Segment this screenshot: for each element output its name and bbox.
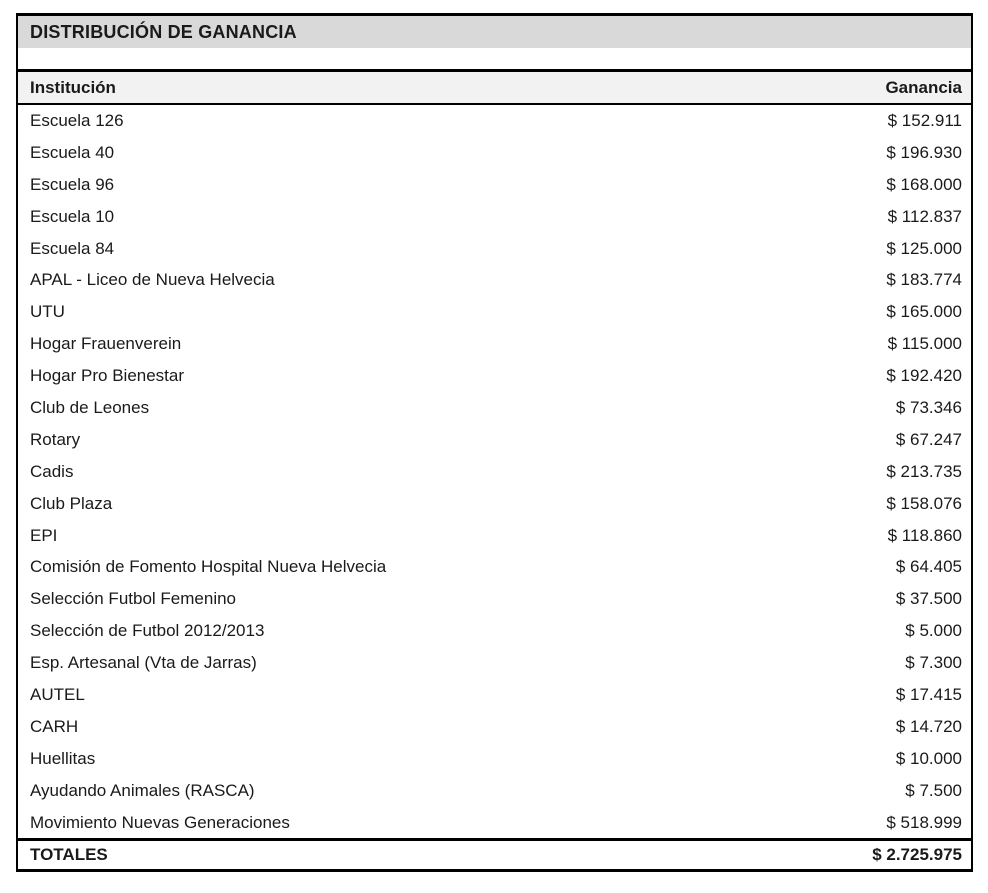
spacer-row bbox=[18, 48, 971, 72]
institution-cell: Rotary bbox=[30, 429, 81, 449]
table-row: APAL - Liceo de Nueva Helvecia $ 183.774 bbox=[18, 264, 971, 297]
table-row: Cadis $ 213.735 bbox=[18, 455, 971, 488]
table-row: Club Plaza $ 158.076 bbox=[18, 487, 971, 520]
ganancia-cell: $ 192.420 bbox=[886, 366, 962, 386]
table-row: Escuela 96 $ 168.000 bbox=[18, 168, 971, 201]
institution-cell: Club Plaza bbox=[30, 493, 113, 513]
column-header-ganancia: Ganancia bbox=[885, 77, 962, 97]
table-row: CARH $ 14.720 bbox=[18, 710, 971, 743]
institution-cell: Club de Leones bbox=[30, 397, 150, 417]
ganancia-cell: $ 125.000 bbox=[886, 238, 962, 258]
institution-cell: Hogar Pro Bienestar bbox=[30, 366, 185, 386]
table-row: Hogar Frauenverein $ 115.000 bbox=[18, 328, 971, 361]
institution-cell: Escuela 10 bbox=[30, 206, 115, 226]
table-row: Escuela 10 $ 112.837 bbox=[18, 200, 971, 233]
ganancia-cell: $ 17.415 bbox=[895, 684, 962, 704]
institution-cell: Escuela 96 bbox=[30, 174, 115, 194]
table-row: Club de Leones $ 73.346 bbox=[18, 392, 971, 424]
table-row: Comisión de Fomento Hospital Nueva Helve… bbox=[18, 551, 971, 584]
ganancia-cell: $ 168.000 bbox=[886, 174, 962, 194]
ganancia-cell: $ 7.300 bbox=[905, 653, 962, 673]
ganancia-cell: $ 165.000 bbox=[886, 302, 962, 322]
ganancia-cell: $ 196.930 bbox=[886, 142, 962, 162]
ganancia-cell: $ 64.405 bbox=[895, 557, 962, 577]
ganancia-cell: $ 115.000 bbox=[887, 334, 962, 354]
table-row: Selección de Futbol 2012/2013 $ 5.000 bbox=[18, 615, 971, 648]
ganancia-cell: $ 67.247 bbox=[895, 429, 962, 449]
institution-cell: Comisión de Fomento Hospital Nueva Helve… bbox=[30, 557, 387, 577]
column-header-row: Institución Ganancia bbox=[18, 72, 971, 105]
institution-cell: Huellitas bbox=[30, 748, 96, 768]
ganancia-cell: $ 518.999 bbox=[886, 812, 962, 832]
ganancia-cell: $ 7.500 bbox=[905, 780, 962, 800]
table-row: Escuela 40 $ 196.930 bbox=[18, 136, 971, 169]
totals-value: $ 2.725.975 bbox=[872, 845, 962, 865]
institution-cell: Cadis bbox=[30, 461, 74, 481]
table-row: Selección Futbol Femenino $ 37.500 bbox=[18, 583, 971, 616]
table-row: Esp. Artesanal (Vta de Jarras) $ 7.300 bbox=[18, 647, 971, 680]
ganancia-table: DISTRIBUCIÓN DE GANANCIA Institución Gan… bbox=[16, 13, 973, 873]
institution-cell: CARH bbox=[30, 716, 79, 736]
table-row: Huellitas $ 10.000 bbox=[18, 742, 971, 775]
column-header-institucion: Institución bbox=[30, 77, 116, 97]
ganancia-cell: $ 158.076 bbox=[886, 493, 962, 513]
ganancia-cell: $ 183.774 bbox=[886, 270, 962, 290]
ganancia-cell: $ 14.720 bbox=[895, 716, 962, 736]
ganancia-cell: $ 37.500 bbox=[895, 589, 962, 609]
table-row: Movimiento Nuevas Generaciones $ 518.999 bbox=[18, 806, 971, 839]
table-row: Hogar Pro Bienestar $ 192.420 bbox=[18, 360, 971, 393]
totals-label: TOTALES bbox=[30, 845, 108, 865]
table-row: AUTEL $ 17.415 bbox=[18, 679, 971, 711]
ganancia-cell: $ 10.000 bbox=[895, 748, 962, 768]
totals-row: TOTALES $ 2.725.975 bbox=[18, 838, 971, 870]
institution-cell: EPI bbox=[30, 525, 58, 545]
ganancia-cell: $ 213.735 bbox=[886, 461, 962, 481]
institution-cell: Hogar Frauenverein bbox=[30, 334, 182, 354]
ganancia-cell: $ 112.837 bbox=[887, 206, 962, 226]
table-title: DISTRIBUCIÓN DE GANANCIA bbox=[30, 21, 297, 42]
institution-cell: UTU bbox=[30, 302, 65, 322]
institution-cell: APAL - Liceo de Nueva Helvecia bbox=[30, 270, 275, 290]
table-body: Escuela 126 $ 152.911 Escuela 40 $ 196.9… bbox=[18, 105, 971, 839]
ganancia-cell: $ 5.000 bbox=[905, 621, 962, 641]
institution-cell: Selección de Futbol 2012/2013 bbox=[30, 621, 265, 641]
table-title-bar: DISTRIBUCIÓN DE GANANCIA bbox=[18, 16, 971, 48]
institution-cell: Escuela 126 bbox=[30, 110, 124, 130]
table-row: Rotary $ 67.247 bbox=[18, 423, 971, 456]
institution-cell: Esp. Artesanal (Vta de Jarras) bbox=[30, 653, 257, 673]
ganancia-cell: $ 118.860 bbox=[887, 525, 962, 545]
table-row: Escuela 84 $ 125.000 bbox=[18, 232, 971, 265]
institution-cell: Selección Futbol Femenino bbox=[30, 589, 237, 609]
institution-cell: AUTEL bbox=[30, 684, 85, 704]
table-row: EPI $ 118.860 bbox=[18, 519, 971, 552]
institution-cell: Escuela 40 bbox=[30, 142, 115, 162]
institution-cell: Movimiento Nuevas Generaciones bbox=[30, 812, 290, 832]
institution-cell: Escuela 84 bbox=[30, 238, 115, 258]
table-row: Ayudando Animales (RASCA) $ 7.500 bbox=[18, 774, 971, 807]
institution-cell: Ayudando Animales (RASCA) bbox=[30, 780, 255, 800]
table-row: Escuela 126 $ 152.911 bbox=[18, 105, 971, 137]
ganancia-cell: $ 73.346 bbox=[895, 397, 962, 417]
ganancia-cell: $ 152.911 bbox=[887, 110, 962, 130]
table-row: UTU $ 165.000 bbox=[18, 296, 971, 329]
